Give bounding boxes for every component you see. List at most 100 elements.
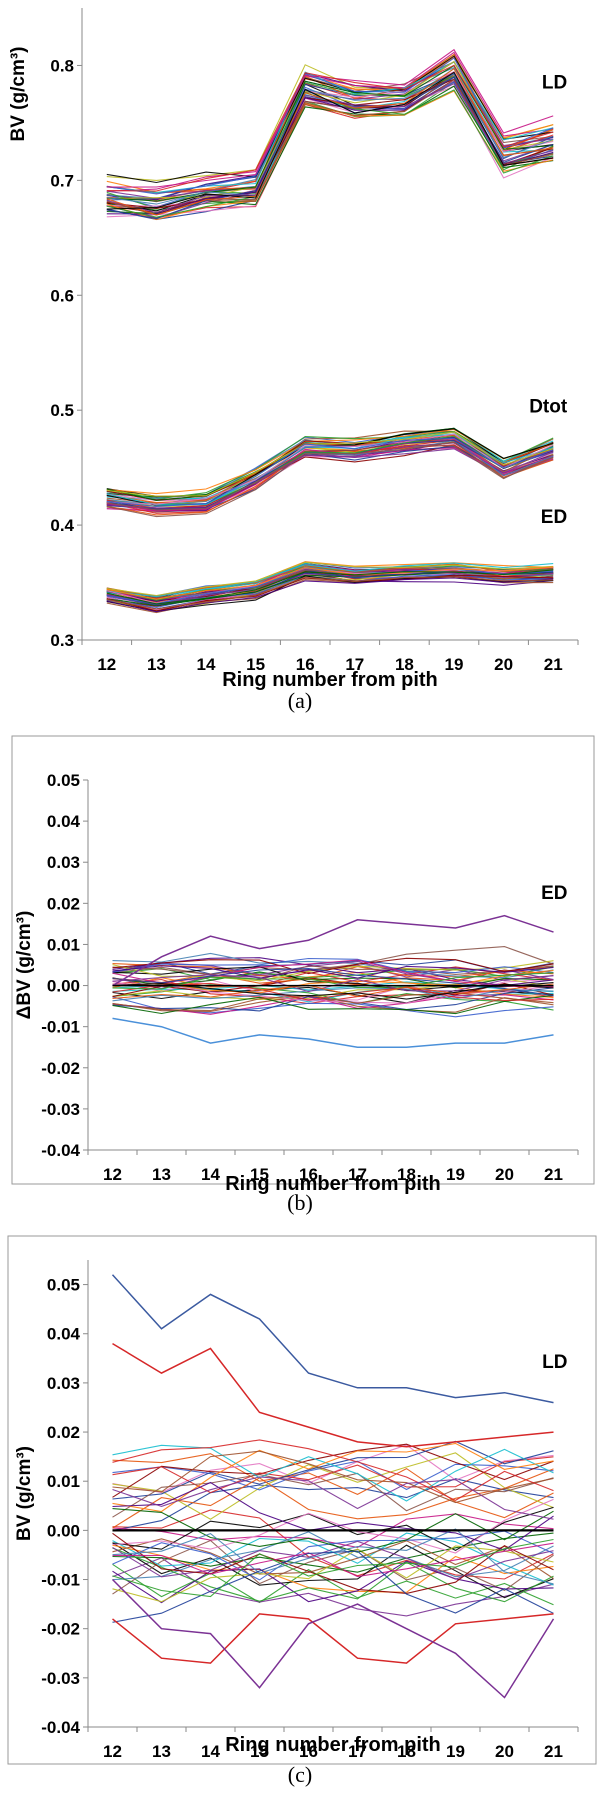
series-line — [112, 994, 554, 1015]
series-line — [112, 1547, 554, 1603]
series-line — [106, 566, 554, 600]
series-line-highlight — [112, 1342, 554, 1448]
series-line — [112, 1508, 554, 1553]
series-line — [112, 1456, 554, 1494]
series-line — [112, 1509, 554, 1580]
x-tick-label: 12 — [103, 1165, 122, 1184]
series-line-highlight — [111, 1578, 555, 1699]
series-line — [106, 576, 554, 610]
x-tick-label: 21 — [544, 1742, 563, 1761]
x-tick-label: 14 — [201, 1742, 220, 1761]
series-line — [112, 965, 554, 979]
series-line — [112, 1530, 554, 1581]
series-line — [106, 73, 554, 205]
series-line-highlight — [111, 1274, 554, 1404]
x-tick-label: 12 — [103, 1742, 122, 1761]
x-tick-label: 17 — [348, 1165, 367, 1184]
series-line — [112, 1531, 554, 1581]
x-tick-label: 21 — [544, 655, 563, 674]
y-axis-label: BV (g/cm³) — [8, 47, 29, 142]
series-line — [112, 1540, 554, 1580]
series-line — [112, 983, 554, 999]
series-line — [112, 1476, 554, 1520]
series-line — [112, 1478, 554, 1532]
series-line — [112, 1439, 554, 1502]
y-tick-label: 0.6 — [50, 286, 74, 305]
x-tick-label: 14 — [201, 1165, 220, 1184]
x-tick-label: 18 — [395, 655, 414, 674]
series-line — [112, 987, 554, 1002]
y-tick-label: -0.04 — [41, 1141, 80, 1160]
y-tick-label: -0.04 — [41, 1718, 80, 1737]
series-line — [112, 965, 554, 981]
series-line — [112, 1460, 554, 1491]
group-label: ED — [541, 883, 567, 904]
x-tick-label: 12 — [97, 655, 116, 674]
series-line — [112, 1563, 554, 1606]
series-line — [106, 561, 554, 597]
x-tick-label: 16 — [299, 1742, 318, 1761]
series-line-highlight — [112, 914, 554, 987]
y-tick-label: -0.03 — [41, 1100, 80, 1119]
series-line — [112, 1444, 554, 1502]
series-line — [112, 1538, 554, 1598]
y-tick-label: 0.00 — [47, 977, 80, 996]
series-lines — [106, 48, 554, 614]
x-tick-label: 20 — [495, 1165, 514, 1184]
y-tick-label: 0.03 — [47, 1374, 80, 1393]
x-tick-label: 13 — [147, 655, 166, 674]
series-line — [106, 442, 554, 509]
series-line — [106, 441, 554, 511]
y-tick-label: 0.03 — [47, 853, 80, 872]
y-axis-label: BV (g/cm³) — [14, 1446, 35, 1541]
series-line — [112, 1539, 554, 1595]
group-label: LD — [542, 72, 567, 93]
series-line — [112, 983, 554, 1004]
series-line — [112, 1532, 554, 1573]
x-tick-label: 17 — [348, 1742, 367, 1761]
x-tick-label: 15 — [250, 1742, 269, 1761]
chart-frame — [7, 1235, 597, 1765]
series-line — [112, 1440, 554, 1500]
series-line — [112, 969, 554, 994]
series-lines — [112, 914, 554, 1048]
y-tick-label: 0.5 — [50, 401, 74, 420]
series-line — [112, 1450, 554, 1504]
x-tick-label: 20 — [495, 1742, 514, 1761]
series-line — [112, 1481, 554, 1551]
panel-c: -0.04 -0.03 -0.02 -0.01 0.00 0.01 0.02 0.03 0.04… — [0, 1232, 600, 1792]
series-line — [106, 64, 554, 192]
series-line — [112, 1542, 554, 1578]
x-tick-label: 21 — [544, 1165, 563, 1184]
x-tick-label: 13 — [152, 1165, 171, 1184]
y-tick-label: 0.4 — [50, 516, 74, 535]
x-tick-label: 18 — [397, 1742, 416, 1761]
y-tick-label: 0.02 — [47, 894, 80, 913]
series-line — [112, 1498, 554, 1554]
x-tick-label: 16 — [299, 1165, 318, 1184]
series-line — [106, 431, 554, 497]
caption-b: (b) — [287, 1190, 313, 1215]
series-line — [112, 1453, 554, 1519]
y-tick-label: -0.02 — [41, 1059, 80, 1078]
y-tick-label: 0.04 — [47, 1325, 81, 1344]
series-line — [112, 972, 554, 990]
x-tick-label: 19 — [446, 1742, 465, 1761]
series-lines — [111, 1274, 555, 1699]
y-axis-label: ΔBV (g/cm³) — [14, 911, 35, 1020]
y-tick-label: 0.8 — [50, 56, 74, 75]
panel-a: 0.3 0.4 0.5 0.6 0.7 0.8 12 13 14 15 16 17 18 19 20 21 Ri… — [0, 0, 600, 720]
y-tick-label: 0.00 — [47, 1521, 80, 1540]
series-line — [106, 55, 554, 184]
series-line — [112, 1528, 554, 1585]
y-tick-label: -0.02 — [41, 1620, 80, 1639]
series-line — [112, 957, 554, 975]
y-tick-label: 0.02 — [47, 1423, 80, 1442]
y-tick-label: 0.7 — [50, 171, 74, 190]
series-line — [112, 963, 554, 981]
series-line — [112, 1468, 554, 1529]
y-tick-label: -0.01 — [41, 1571, 80, 1590]
x-tick-label: 17 — [345, 655, 364, 674]
x-tick-label: 16 — [296, 655, 315, 674]
series-line — [112, 1532, 554, 1594]
